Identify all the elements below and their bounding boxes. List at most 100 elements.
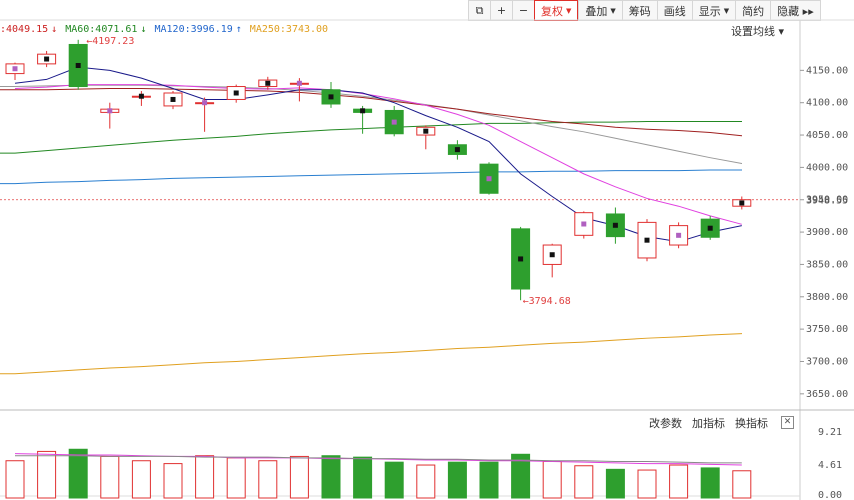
price-tick-label: 3800.00 (806, 292, 848, 303)
volume-tick-label: 9.21 (818, 427, 842, 438)
caret-down-icon: ▼ (610, 6, 616, 15)
hide-button-label: 隐藏 ▸▸ (777, 4, 814, 18)
candle-marker (328, 94, 334, 100)
volume-bar (163, 463, 183, 499)
candle-marker (518, 256, 524, 262)
arrow-up-icon: ↑ (235, 24, 242, 35)
candle-marker (454, 147, 460, 153)
ma-legend-item: :4049.15 (0, 24, 49, 35)
ma-legend: :4049.15 ↓ MA60:4071.61 ↓ MA120:3996.19 ↑ MA25… (0, 24, 328, 35)
candle-marker (676, 232, 682, 238)
price-tick-label: 3700.00 (806, 356, 848, 367)
ma-red-line (0, 87, 742, 137)
price-tick-label: 4100.00 (806, 98, 848, 109)
volume-bar (37, 450, 57, 499)
volume-bar (321, 455, 341, 499)
ma-legend-item: MA250:3743.00 (249, 24, 329, 35)
chips-button[interactable]: 筹码 (621, 0, 657, 21)
candle-marker (44, 56, 50, 62)
ma-legend-item: MA120:3996.19 (154, 24, 233, 35)
ma250-line (0, 333, 742, 375)
ma-gray-line (0, 84, 742, 165)
set-ma-button[interactable]: 设置均线 ▾ (730, 25, 784, 38)
candle-marker (391, 119, 397, 125)
candle-marker (265, 80, 271, 86)
volume-bar (195, 455, 215, 499)
ma120-line (0, 169, 742, 185)
change-params-button[interactable]: 改参数 (649, 417, 682, 430)
candle-marker (486, 176, 492, 182)
volume-bar (226, 457, 246, 499)
volume-bar (353, 456, 373, 499)
window-icon-label: ⧉ (475, 3, 484, 17)
draw-line-button-label: 画线 (663, 4, 686, 18)
volume-bar (574, 465, 594, 499)
volume-bar (131, 460, 151, 499)
price-tick-label: 3850.00 (806, 259, 848, 270)
current-price-label: 3948.55 (806, 196, 848, 207)
volume-bar (258, 460, 278, 499)
price-tick-label: 4050.00 (806, 130, 848, 141)
volume-bar (669, 464, 689, 499)
volume-bar (542, 460, 562, 499)
volume-bar (384, 461, 404, 499)
add-indicator-button[interactable]: 加指标 (692, 417, 725, 430)
chips-button-label: 筹码 (628, 4, 651, 18)
candle-marker (612, 222, 618, 228)
simple-button-label: 简约 (742, 4, 765, 18)
zoom-out-button-label: − (518, 4, 529, 17)
candle-marker (644, 237, 650, 243)
volume-bar (700, 467, 720, 499)
fuquan-button[interactable]: 复权 ▼ (534, 0, 579, 21)
volume-bar (637, 469, 657, 499)
candle-marker (360, 108, 366, 114)
volume-bar (605, 468, 625, 499)
volume-tick-label: 0.00 (818, 490, 842, 500)
candle-marker (739, 200, 745, 206)
candle-marker (75, 62, 81, 68)
price-tick-label: 3900.00 (806, 227, 848, 238)
price-tick-label: 3750.00 (806, 324, 848, 335)
fuquan-button-label: 复权 (541, 4, 563, 18)
caret-down-icon: ▼ (566, 6, 572, 15)
volume-bar (479, 461, 499, 499)
volume-bar (447, 461, 467, 499)
volume-ma-line (14, 453, 742, 466)
zoom-in-button-label: + (496, 4, 507, 17)
close-icon[interactable]: ✕ (781, 416, 794, 429)
price-tick-label: 4000.00 (806, 162, 848, 173)
volume-tick-label: 4.61 (818, 460, 842, 471)
candle-marker (202, 100, 208, 106)
candle-marker (581, 221, 587, 227)
display-button-label: 显示 (698, 4, 721, 18)
caret-down-icon: ▼ (723, 6, 730, 15)
price-tick-label: 4150.00 (806, 65, 848, 76)
overlay-button-label: 叠加 (585, 4, 608, 18)
price-tick-label: 3650.00 (806, 389, 848, 400)
volume-bar (5, 460, 25, 499)
ma-legend-item: MA60:4071.61 (65, 24, 138, 35)
switch-indicator-button[interactable]: 换指标 (735, 417, 768, 430)
simple-button[interactable]: 简约 (735, 0, 771, 21)
volume-bar (732, 470, 752, 499)
candle-marker (549, 252, 555, 258)
candle-marker (707, 225, 713, 231)
low-price-annotation: ←3794.68 (523, 296, 571, 307)
draw-line-button[interactable]: 画线 (656, 0, 692, 21)
candle-marker (107, 108, 113, 114)
volume-bar (100, 455, 120, 499)
volume-bar (511, 453, 531, 499)
candle-marker (12, 66, 18, 72)
volume-ma2-line (15, 455, 742, 464)
volume-bar (68, 448, 88, 499)
candle-marker (233, 90, 239, 96)
candle-marker (296, 80, 302, 86)
ma10-line (14, 84, 742, 225)
candle-marker (170, 96, 176, 102)
high-price-annotation: ←4197.23 (86, 36, 134, 47)
volume-tools: 改参数 加指标 换指标 (649, 415, 768, 431)
arrow-down-icon: ↓ (51, 24, 58, 35)
ma5-line (14, 66, 742, 243)
ma60-line (0, 120, 742, 154)
